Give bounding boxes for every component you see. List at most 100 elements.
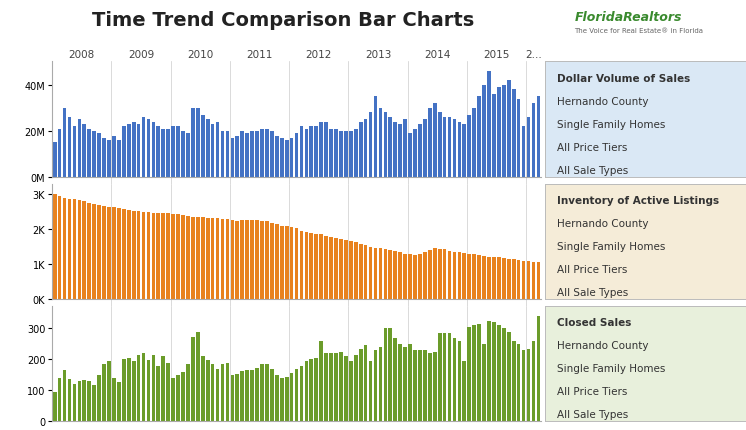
Bar <box>265 129 269 178</box>
Bar <box>236 136 239 178</box>
Bar <box>191 217 195 300</box>
Bar <box>211 218 215 300</box>
Bar <box>300 127 304 178</box>
Bar <box>63 198 66 300</box>
Bar <box>102 138 106 178</box>
Bar <box>53 195 57 300</box>
Bar <box>497 326 501 421</box>
Bar <box>468 115 471 178</box>
Bar <box>107 207 111 300</box>
Text: Time Trend Comparison Bar Charts: Time Trend Comparison Bar Charts <box>93 11 474 30</box>
Bar <box>87 203 91 300</box>
Text: Single Family Homes: Single Family Homes <box>557 242 665 252</box>
Bar <box>448 333 451 421</box>
Bar <box>517 344 521 421</box>
Bar <box>231 375 234 421</box>
Bar <box>240 132 244 178</box>
Bar <box>404 347 407 421</box>
Bar <box>225 219 229 300</box>
Bar <box>151 123 155 178</box>
Bar <box>507 259 510 300</box>
Text: All Price Tiers: All Price Tiers <box>557 387 627 396</box>
Text: FloridaRealtors: FloridaRealtors <box>574 11 682 24</box>
Bar <box>142 118 145 178</box>
Bar <box>265 221 269 300</box>
Text: 2015: 2015 <box>483 50 510 60</box>
Bar <box>378 347 382 421</box>
Bar <box>245 134 249 178</box>
Bar <box>408 134 412 178</box>
Text: All Sale Types: All Sale Types <box>557 166 628 176</box>
Bar <box>260 129 264 178</box>
Bar <box>127 359 131 421</box>
Bar <box>428 108 432 178</box>
Bar <box>463 125 466 178</box>
Bar <box>482 344 486 421</box>
Text: Single Family Homes: Single Family Homes <box>557 120 665 130</box>
Bar <box>428 353 432 421</box>
Text: Hernando County: Hernando County <box>557 218 648 228</box>
Bar <box>354 243 357 300</box>
Text: All Sale Types: All Sale Types <box>557 409 628 420</box>
Bar <box>438 333 442 421</box>
Bar <box>63 108 66 178</box>
Bar <box>329 353 333 421</box>
Bar <box>521 127 525 178</box>
Bar <box>448 118 451 178</box>
Bar <box>83 380 86 421</box>
Bar <box>117 141 121 178</box>
Bar <box>374 248 377 300</box>
Bar <box>201 115 204 178</box>
Bar <box>285 141 289 178</box>
Bar <box>57 129 61 178</box>
Bar <box>87 381 91 421</box>
Bar <box>166 363 170 421</box>
Bar <box>211 364 215 421</box>
Bar <box>255 132 259 178</box>
Bar <box>117 209 121 300</box>
Bar <box>236 374 239 421</box>
Bar <box>216 219 219 300</box>
Bar <box>260 364 264 421</box>
Bar <box>87 129 91 178</box>
Bar <box>240 221 244 300</box>
Bar <box>186 216 189 300</box>
Bar <box>383 249 387 300</box>
Text: 2012: 2012 <box>306 50 332 60</box>
Bar <box>453 120 457 178</box>
Bar <box>186 134 189 178</box>
Bar <box>428 251 432 300</box>
Bar <box>275 375 279 421</box>
Bar <box>250 370 254 421</box>
Bar <box>107 141 111 178</box>
Bar <box>457 341 461 421</box>
Bar <box>206 361 210 421</box>
Bar <box>225 132 229 178</box>
Bar <box>512 90 515 178</box>
Bar <box>270 369 274 421</box>
Bar <box>280 138 283 178</box>
Text: Hernando County: Hernando County <box>557 97 648 107</box>
Bar <box>225 363 229 421</box>
Bar <box>404 120 407 178</box>
Bar <box>521 261 525 300</box>
Bar <box>57 378 61 421</box>
Bar <box>304 361 308 421</box>
Bar <box>245 221 249 300</box>
Bar <box>532 262 536 300</box>
Bar <box>364 346 368 421</box>
Bar <box>72 384 76 421</box>
Text: All Price Tiers: All Price Tiers <box>557 264 627 275</box>
Bar <box>517 99 521 178</box>
Bar <box>176 215 180 300</box>
Bar <box>359 244 363 300</box>
Bar <box>527 349 530 421</box>
Bar <box>122 127 125 178</box>
Bar <box>329 237 333 300</box>
Text: 2013: 2013 <box>365 50 391 60</box>
Bar <box>393 123 397 178</box>
Bar <box>300 366 304 421</box>
Bar <box>339 132 343 178</box>
Bar <box>502 258 506 300</box>
Bar <box>72 127 76 178</box>
